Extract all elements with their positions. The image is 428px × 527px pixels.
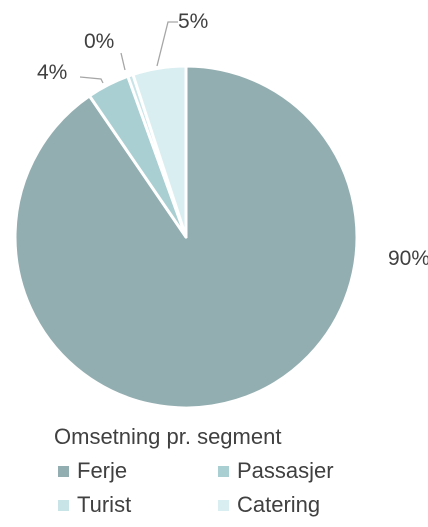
leader-line-passasjer <box>79 76 104 84</box>
data-label-turist: 0% <box>84 30 114 53</box>
leader-line-catering <box>156 21 178 67</box>
legend-item-passasjer: Passasjer <box>218 456 334 486</box>
data-label-passasjer: 4% <box>37 61 67 84</box>
legend-label-turist: Turist <box>77 492 132 517</box>
legend-label-ferje: Ferje <box>77 458 128 483</box>
legend-label-passasjer: Passasjer <box>237 458 334 483</box>
legend-item-catering: Catering <box>218 490 320 520</box>
legend-swatch-passasjer <box>218 465 229 477</box>
legend-item-turist: Turist <box>58 490 131 520</box>
legend-swatch-catering <box>218 499 229 511</box>
legend-swatch-turist <box>58 499 69 511</box>
legend-swatch-ferje <box>58 465 69 477</box>
pie-slice-catering <box>131 64 188 239</box>
legend-label-catering: Catering <box>237 492 321 517</box>
legend-item-ferje: Ferje <box>58 456 127 486</box>
data-label-ferje: 90% <box>388 247 428 270</box>
legend-title: Omsetning pr. segment <box>54 424 282 449</box>
leader-line-turist <box>120 52 126 71</box>
data-label-catering: 5% <box>178 10 208 33</box>
